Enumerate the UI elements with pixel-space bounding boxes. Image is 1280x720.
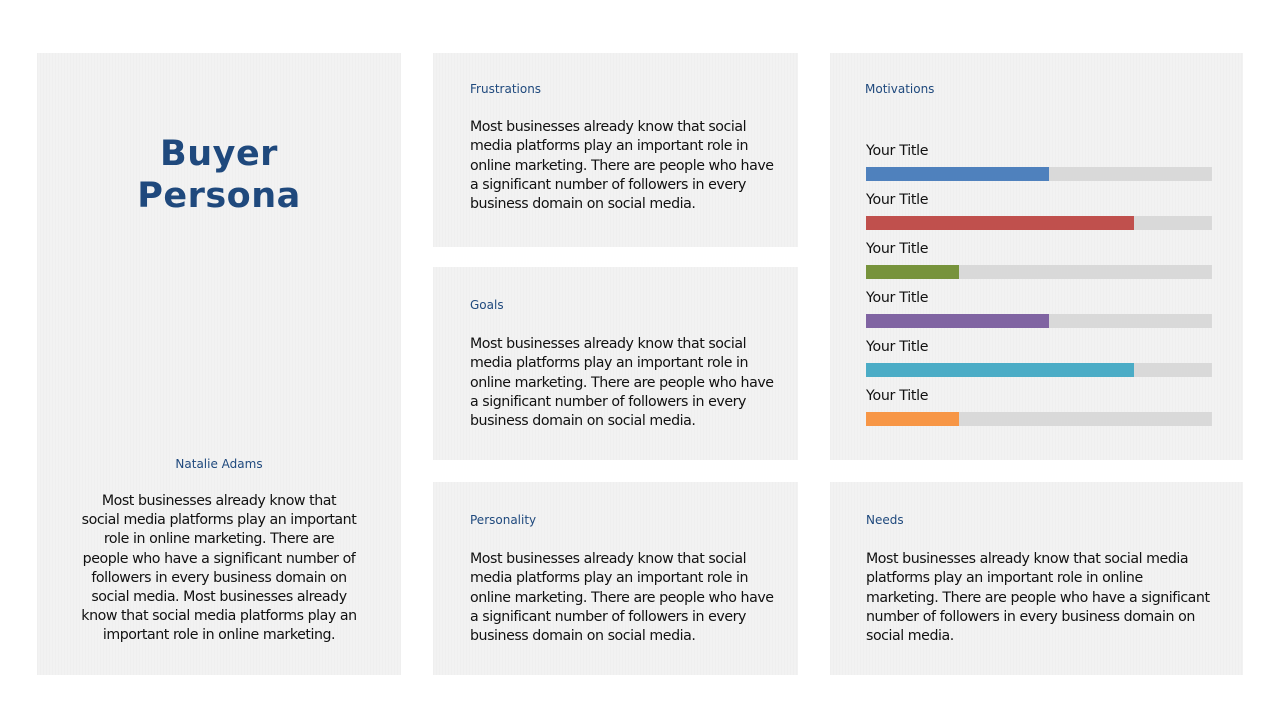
- persona-name: Natalie Adams: [175, 457, 263, 471]
- motivation-row: Your Title: [866, 240, 1212, 289]
- progress-fill: [866, 216, 1134, 230]
- page-title: Buyer Persona: [37, 133, 401, 217]
- goals-text: Most businesses already know that social…: [470, 336, 774, 430]
- progress-fill: [866, 363, 1134, 377]
- persona-panel: Buyer Persona Natalie Adams Most busines…: [37, 53, 401, 675]
- needs-label: Needs: [866, 513, 904, 527]
- needs-text: Most businesses already know that social…: [866, 551, 1210, 645]
- progress-track: [866, 265, 1212, 279]
- motivation-row: Your Title: [866, 338, 1212, 387]
- motivation-row: Your Title: [866, 142, 1212, 191]
- title-line-2: Persona: [137, 176, 301, 216]
- persona-description: Most businesses already know that social…: [81, 493, 357, 644]
- personality-text: Most businesses already know that social…: [470, 551, 774, 645]
- motivation-title: Your Title: [866, 143, 929, 159]
- frustrations-panel: Frustrations Most businesses already kno…: [433, 53, 798, 247]
- progress-track: [866, 363, 1212, 377]
- progress-fill: [866, 167, 1049, 181]
- progress-fill: [866, 412, 959, 426]
- personality-panel: Personality Most businesses already know…: [433, 482, 798, 675]
- motivation-row: Your Title: [866, 191, 1212, 240]
- goals-panel: Goals Most businesses already know that …: [433, 267, 798, 460]
- title-line-1: Buyer: [160, 134, 278, 174]
- frustrations-text: Most businesses already know that social…: [470, 119, 774, 213]
- frustrations-label: Frustrations: [470, 82, 542, 96]
- motivations-label: Motivations: [865, 82, 935, 96]
- motivation-title: Your Title: [866, 241, 929, 257]
- progress-fill: [866, 314, 1049, 328]
- progress-track: [866, 216, 1212, 230]
- motivation-row: Your Title: [866, 289, 1212, 338]
- motivation-row: Your Title: [866, 387, 1212, 436]
- goals-label: Goals: [470, 298, 504, 312]
- personality-label: Personality: [470, 513, 537, 527]
- progress-track: [866, 314, 1212, 328]
- motivation-title: Your Title: [866, 339, 929, 355]
- progress-track: [866, 412, 1212, 426]
- motivation-title: Your Title: [866, 192, 929, 208]
- needs-panel: Needs Most businesses already know that …: [830, 482, 1243, 675]
- motivations-panel: Motivations Your Title Your Title Your Tit…: [830, 53, 1243, 460]
- motivation-title: Your Title: [866, 388, 929, 404]
- progress-fill: [866, 265, 959, 279]
- motivation-title: Your Title: [866, 290, 929, 306]
- progress-track: [866, 167, 1212, 181]
